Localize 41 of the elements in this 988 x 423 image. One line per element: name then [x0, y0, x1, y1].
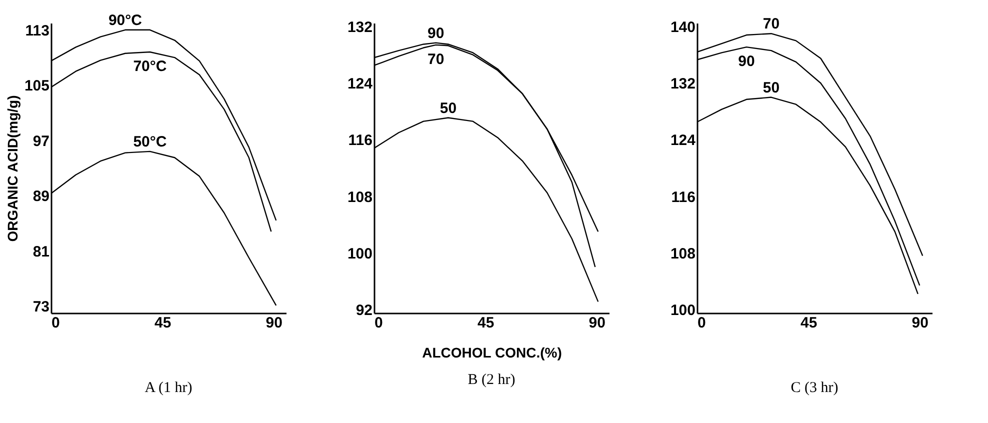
- series-label: 50°C: [133, 133, 167, 150]
- x-tick-label: 45: [154, 314, 172, 332]
- y-tick-label: 132: [670, 76, 696, 93]
- text: C (3 hr): [790, 380, 838, 396]
- series-label: 90: [738, 53, 755, 70]
- y-tick-label: 124: [670, 132, 696, 150]
- series-label: 90°C: [108, 12, 142, 29]
- y-tick-label: 116: [348, 132, 372, 150]
- y-tick-label: 108: [670, 245, 696, 262]
- series-label: 50: [762, 79, 780, 96]
- y-tick-label: 100: [670, 302, 696, 319]
- series-label: 50: [440, 100, 457, 117]
- y-tick-label: 113: [25, 22, 50, 40]
- x-tick-label: 45: [800, 314, 818, 332]
- x-axis-title: ALCOHOL CONC.(%): [422, 344, 562, 360]
- series-label: 90: [428, 24, 444, 42]
- x-tick-label: 0: [374, 314, 383, 332]
- y-tick-label: 73: [32, 298, 50, 316]
- y-tick-label: 132: [347, 19, 372, 36]
- y-tick-label: 140: [670, 19, 696, 36]
- x-tick-label: 45: [477, 314, 494, 332]
- x-tick-label: 0: [52, 314, 60, 332]
- y-tick-label: 92: [356, 302, 372, 319]
- y-tick-label: 105: [24, 78, 50, 95]
- text: B (2 hr): [468, 372, 516, 388]
- x-tick-label: 90: [266, 314, 282, 332]
- y-tick-label: 124: [347, 76, 374, 93]
- y-axis-title: ORGANIC ACID(mg/g): [4, 95, 20, 242]
- series-label: 70: [428, 50, 444, 68]
- x-tick-label: 90: [912, 314, 928, 332]
- x-tick-label: 90: [588, 314, 606, 332]
- y-tick-label: 116: [671, 188, 696, 206]
- x-tick-label: 0: [698, 314, 706, 332]
- y-tick-label: 81: [32, 243, 50, 260]
- series-label: 70°C: [133, 58, 167, 75]
- y-tick-label: 89: [32, 188, 50, 206]
- y-tick-label: 97: [32, 132, 50, 150]
- y-tick-label: 108: [347, 188, 372, 206]
- text: A (1 hr): [144, 380, 192, 396]
- series-label: 70: [762, 16, 780, 33]
- y-tick-label: 100: [347, 245, 372, 262]
